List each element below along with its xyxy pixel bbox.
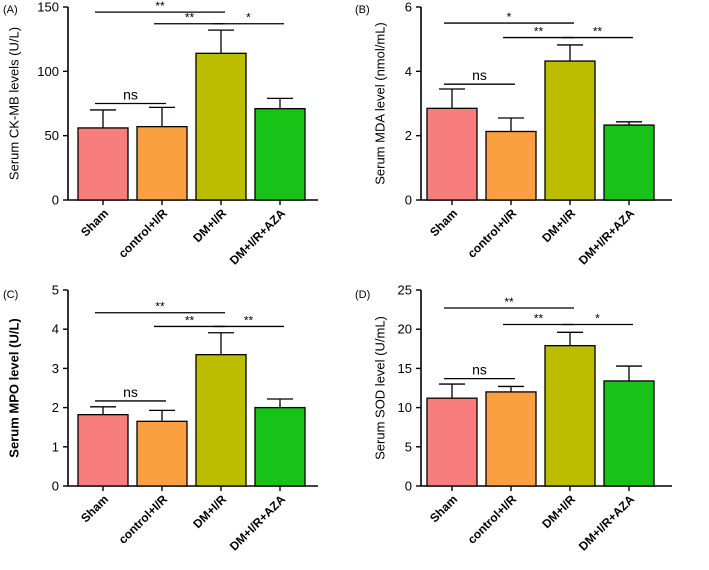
category-label-dm-ir: DM+I/R — [190, 492, 229, 531]
category-label-dm-ir-aza: DM+I/R+AZA — [576, 492, 638, 554]
significance-label: ** — [185, 313, 195, 327]
bar-control-ir — [136, 420, 188, 487]
category-label-dm-ir: DM+I/R — [190, 206, 229, 245]
panel-a: (A) Serum CK-MB levels (U/L) 0 50 100 150 Sham… — [3, 0, 318, 268]
bar-sham — [77, 127, 129, 201]
y-tick-label: 25 — [398, 283, 412, 298]
y-tick-label: 15 — [398, 361, 412, 376]
category-label-sham: Sham — [427, 492, 460, 525]
significance-label: ** — [155, 300, 165, 314]
y-tick-label: 0 — [405, 193, 412, 208]
bar-dm-ir-aza — [254, 406, 306, 487]
bar-control-ir — [136, 126, 188, 201]
category-label-sham: Sham — [427, 206, 460, 239]
bar-control-ir — [485, 391, 537, 487]
y-tick-label: 6 — [405, 0, 412, 15]
significance-label: ns — [472, 362, 487, 378]
y-tick-label: 4 — [52, 322, 59, 337]
bar-dm-ir-aza — [254, 107, 306, 201]
y-tick-label: 0 — [52, 479, 59, 494]
panel-d: (D) Serum SOD level (U/mL) 0 5 10 15 20 25 Sham c… — [355, 283, 672, 554]
y-tick-label: 1 — [52, 439, 59, 454]
significance-label: ns — [472, 67, 487, 83]
significance-label: ns — [123, 87, 138, 103]
y-tick-label: 20 — [398, 322, 412, 337]
significance-label: * — [595, 311, 600, 325]
category-label-control-ir: control+I/R — [465, 206, 520, 261]
significance-label: ** — [185, 11, 195, 25]
y-tick-label: 4 — [405, 64, 412, 79]
significance-label: ** — [593, 25, 603, 39]
significance-label: ** — [534, 25, 544, 39]
y-tick-label: 2 — [52, 400, 59, 415]
significance-label: ** — [155, 0, 165, 13]
bar-sham — [426, 107, 478, 201]
significance-label: * — [507, 10, 512, 24]
category-label-control-ir: control+I/R — [116, 206, 171, 261]
y-tick-label: 2 — [405, 128, 412, 143]
y-tick-label: 10 — [398, 400, 412, 415]
category-label-dm-ir-aza: DM+I/R+AZA — [227, 492, 289, 554]
y-axis-label: Serum CK-MB levels (U/L) — [7, 27, 22, 180]
bar-dm-ir-aza — [603, 124, 655, 201]
significance-label: ns — [123, 384, 138, 400]
category-label-dm-ir-aza: DM+I/R+AZA — [576, 206, 638, 268]
bar-dm-ir — [195, 52, 247, 201]
category-label-dm-ir: DM+I/R — [539, 492, 578, 531]
panel-label: (C) — [3, 289, 18, 301]
bar-sham — [426, 397, 478, 487]
category-label-control-ir: control+I/R — [465, 492, 520, 547]
significance-label: ** — [244, 313, 254, 327]
panel-label: (D) — [355, 289, 370, 301]
y-tick-label: 0 — [405, 479, 412, 494]
y-axis-label: Serum MPO level (U/L) — [7, 318, 22, 457]
panel-c: (C) Serum MPO level (U/L) 0 1 2 3 4 5 Sham contro… — [3, 283, 318, 554]
y-axis-label: Serum MDA level (nmol/mL) — [373, 22, 388, 185]
y-tick-label: 0 — [52, 193, 59, 208]
bar-sham — [77, 414, 129, 487]
panel-label: (A) — [3, 4, 18, 16]
bar-dm-ir — [544, 345, 596, 487]
significance-label: ** — [534, 311, 544, 325]
bar-dm-ir — [544, 60, 596, 201]
significance-label: * — [246, 11, 251, 25]
category-label-control-ir: control+I/R — [116, 492, 171, 547]
category-label-sham: Sham — [78, 206, 111, 239]
y-tick-label: 100 — [37, 64, 59, 79]
y-tick-label: 5 — [52, 283, 59, 298]
panel-label: (B) — [355, 4, 370, 16]
bar-dm-ir-aza — [603, 380, 655, 487]
panel-b: (B)Serum MDA level (nmol/mL) 0 2 4 6 Sham cont… — [355, 0, 672, 268]
bar-control-ir — [485, 130, 537, 201]
y-tick-label: 5 — [405, 439, 412, 454]
y-axis-label: Serum SOD level (U/mL) — [373, 316, 388, 460]
y-tick-label: 50 — [45, 128, 59, 143]
category-label-dm-ir: DM+I/R — [539, 206, 578, 245]
y-tick-label: 150 — [37, 0, 59, 15]
significance-label: ** — [504, 295, 514, 309]
category-label-sham: Sham — [78, 492, 111, 525]
bar-dm-ir — [195, 354, 247, 487]
category-label-dm-ir-aza: DM+I/R+AZA — [227, 206, 289, 268]
y-tick-label: 3 — [52, 361, 59, 376]
